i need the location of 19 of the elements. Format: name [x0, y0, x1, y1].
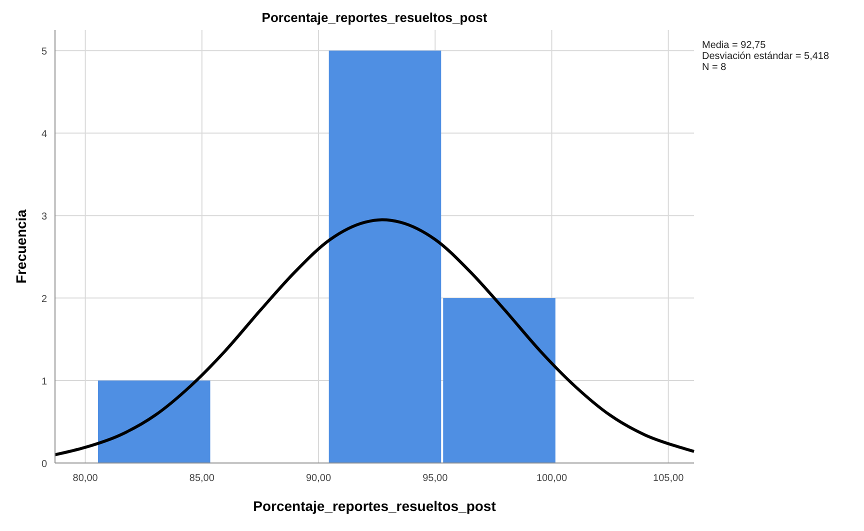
x-tick-label: 80,00 — [72, 473, 98, 484]
text: N = 8 — [702, 62, 727, 73]
line-series — [54, 218, 696, 456]
x-tick-label: 85,00 — [189, 473, 215, 484]
y-tick-label: 3 — [41, 212, 48, 223]
y-axis-title: Frecuencia — [13, 209, 29, 284]
x-tick-label: 105,00 — [653, 473, 684, 484]
y-tick-label: 0 — [41, 459, 48, 470]
y-tick-label: 5 — [41, 46, 48, 58]
x-tick-label: 100,00 — [536, 473, 568, 484]
text: Desviación estándar = 5,418 — [702, 51, 830, 62]
y-tick-label: 4 — [41, 129, 48, 140]
chart-title: Porcentaje_reportes_resueltos_post — [262, 10, 488, 25]
x-axis-title: Porcentaje_reportes_resueltos_post — [253, 498, 496, 514]
text: Media = 92,75 — [702, 40, 766, 51]
y-tick-label: 2 — [41, 294, 48, 306]
y-tick-label: 1 — [41, 376, 48, 388]
x-tick-label: 95,00 — [422, 473, 448, 484]
x-tick-label: 90,00 — [306, 473, 332, 484]
